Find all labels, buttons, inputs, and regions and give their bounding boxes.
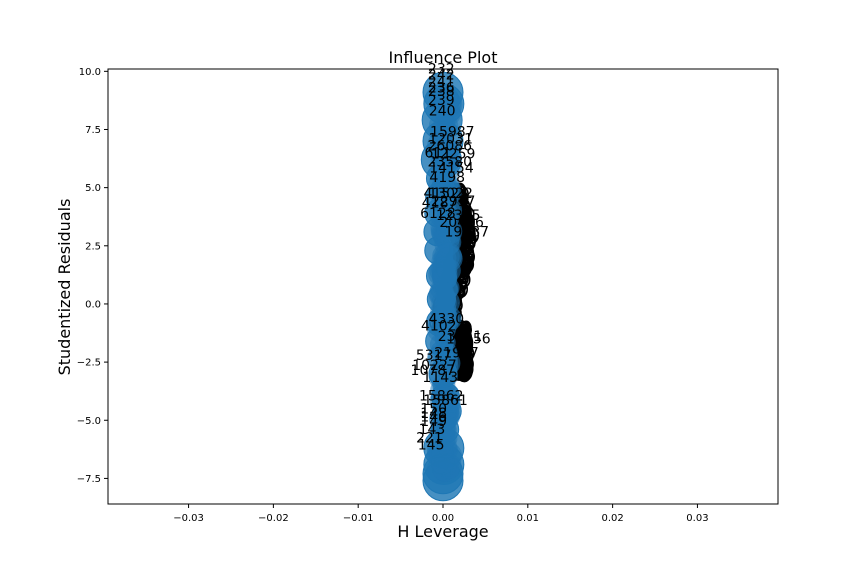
x-axis-ticks: −0.03 −0.02 −0.01 0.00 0.01 0.02 0.03 — [173, 504, 709, 524]
data-point — [434, 330, 453, 349]
point-label: 4330 — [429, 312, 465, 328]
point-label: 143 — [419, 422, 446, 438]
point-label: 146 — [420, 409, 447, 425]
point-label: 4102 — [421, 319, 457, 335]
point-label: 149 — [420, 414, 447, 430]
y-tick-label: −7.5 — [77, 474, 101, 485]
point-label: 13022 — [428, 186, 473, 202]
y-axis-label: Studentized Residuals — [55, 199, 74, 376]
point-label: 15987 — [430, 124, 475, 140]
point-label: 11430 — [422, 370, 467, 386]
point-label: 12031 — [428, 131, 473, 147]
dense-label-mark — [461, 206, 475, 224]
point-label: 6128 — [420, 206, 456, 222]
point-label: 15861 — [423, 393, 468, 409]
x-tick-label: 0.01 — [517, 513, 539, 524]
y-tick-label: −5.0 — [77, 416, 101, 427]
x-tick-label: −0.01 — [343, 513, 374, 524]
x-tick-label: −0.02 — [258, 513, 289, 524]
point-label: 12259 — [431, 147, 476, 163]
y-tick-label: 0.0 — [85, 299, 101, 310]
point-label: 232 — [428, 62, 455, 78]
point-label: 12345 — [436, 208, 481, 224]
point-label: 221 — [416, 430, 443, 446]
point-label: 238 — [428, 84, 455, 100]
point-label: 15862 — [419, 388, 464, 404]
points-layer — [420, 71, 465, 502]
point-label: 19087 — [444, 224, 489, 240]
point-label: 239 — [428, 93, 455, 109]
point-label: 20456 — [439, 215, 484, 231]
point-label: 18456 — [446, 331, 491, 347]
point-label: 5317 — [416, 348, 452, 364]
y-tick-label: −2.5 — [77, 358, 101, 369]
point-label: 148 — [420, 406, 447, 422]
point-label: 23111 — [438, 329, 483, 345]
point-label: 150 — [420, 401, 447, 417]
data-point — [436, 176, 459, 199]
data-point — [433, 89, 462, 118]
y-tick-label: 5.0 — [85, 183, 101, 194]
data-point — [439, 195, 456, 213]
data-point — [434, 393, 461, 420]
point-label: 14154 — [429, 161, 474, 177]
point-label: 241 — [428, 74, 455, 90]
point-label: 10227 — [412, 358, 457, 374]
y-axis-ticks: −7.5 −5.0 −2.5 0.0 2.5 5.0 7.5 10.0 — [77, 67, 108, 485]
point-label: 611 — [425, 145, 452, 161]
dense-label-mark — [461, 353, 472, 366]
y-tick-label: 10.0 — [79, 67, 101, 78]
x-axis-label: H Leverage — [397, 522, 488, 541]
point-labels-layer: 2322422412362382392401598712031260866111… — [411, 62, 491, 454]
x-tick-label: 0.00 — [432, 513, 454, 524]
point-label: 22917 — [431, 194, 476, 210]
x-tick-label: 0.03 — [686, 513, 708, 524]
point-label: 4198 — [429, 170, 465, 186]
y-tick-label: 7.5 — [85, 125, 101, 136]
point-label: 145 — [418, 437, 445, 453]
x-tick-label: 0.02 — [601, 513, 623, 524]
point-label: 23580 — [428, 155, 473, 171]
chart-title: Influence Plot — [389, 48, 498, 67]
point-label: 10787 — [411, 363, 456, 379]
dense-label-mark — [459, 321, 472, 337]
point-label: 21987 — [434, 345, 479, 361]
data-point — [434, 242, 462, 271]
point-label: 240 — [429, 104, 456, 120]
x-tick-label: −0.03 — [173, 513, 204, 524]
point-label: 4152 — [423, 186, 459, 202]
data-point — [435, 145, 454, 164]
point-label: 236 — [428, 80, 455, 96]
point-label: 4187 — [422, 195, 458, 211]
point-label: 26086 — [428, 138, 473, 154]
point-label: 242 — [428, 67, 455, 83]
data-point — [426, 456, 454, 484]
y-tick-label: 2.5 — [85, 241, 101, 252]
